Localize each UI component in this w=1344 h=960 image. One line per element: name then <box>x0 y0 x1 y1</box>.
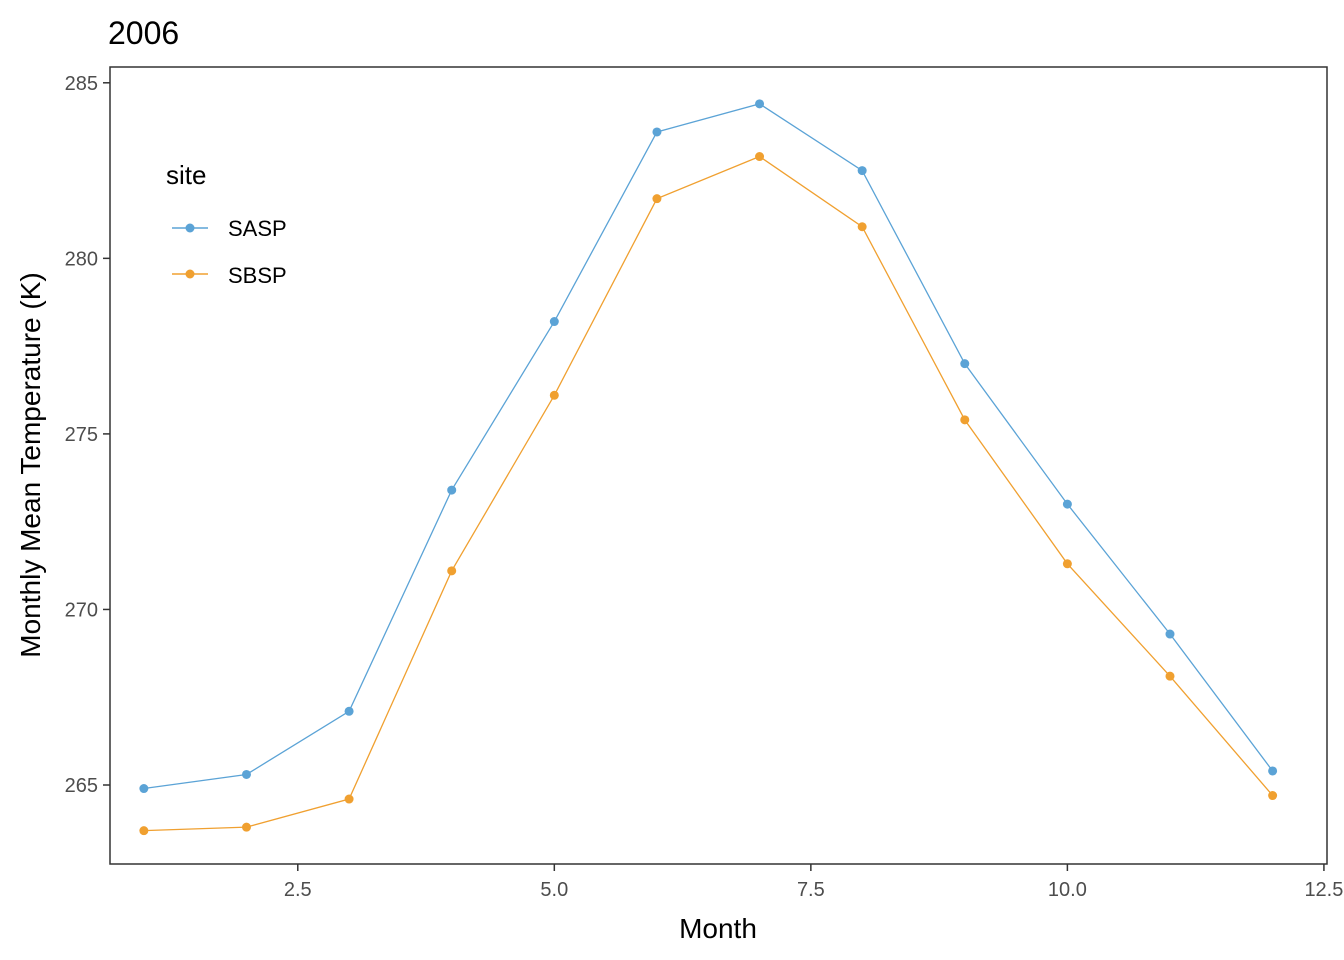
legend-item-sbsp: SBSP <box>172 263 287 288</box>
data-point-sbsp <box>857 222 867 232</box>
y-tick-label: 280 <box>65 248 98 270</box>
data-point-sasp <box>1062 499 1072 509</box>
x-axis-title: Month <box>679 913 757 944</box>
x-tick-label: 7.5 <box>797 879 825 901</box>
plot-panel <box>109 66 1328 865</box>
data-point-sasp <box>960 359 970 369</box>
chart-title: 2006 <box>108 15 179 51</box>
data-point-sasp <box>549 317 559 327</box>
y-axis: 265 270 275 280 285 <box>65 73 110 797</box>
y-tick-label: 285 <box>65 73 98 95</box>
y-tick-label: 270 <box>65 599 98 621</box>
data-point-sbsp <box>960 415 970 425</box>
data-point-sasp <box>241 769 251 779</box>
series-sasp <box>139 99 1278 794</box>
y-axis-title: Monthly Mean Temperature (K) <box>15 272 46 657</box>
series-line-sasp <box>143 103 1274 790</box>
data-point-sasp <box>447 485 457 495</box>
legend-title: site <box>166 160 206 190</box>
data-point-sbsp <box>1165 671 1175 681</box>
x-tick-label: 2.5 <box>284 879 312 901</box>
data-point-sasp <box>1165 629 1175 639</box>
data-point-sasp <box>857 166 867 176</box>
data-point-sbsp <box>652 194 662 204</box>
legend: site SASP SBSP <box>166 160 287 288</box>
data-point-sasp <box>1268 766 1278 776</box>
data-point-sasp <box>344 706 354 716</box>
data-point-sasp <box>755 99 765 109</box>
y-tick-label: 275 <box>65 424 98 446</box>
data-point-sasp <box>652 127 662 137</box>
legend-key-point-sasp <box>185 223 195 233</box>
data-point-sbsp <box>1062 559 1072 569</box>
legend-label-sbsp: SBSP <box>228 263 287 288</box>
legend-label-sasp: SASP <box>228 216 287 241</box>
data-point-sbsp <box>139 826 149 836</box>
data-point-sbsp <box>549 390 559 400</box>
data-point-sbsp <box>241 822 251 832</box>
data-point-sasp <box>139 784 149 794</box>
data-point-sbsp <box>755 152 765 162</box>
series-layer <box>139 99 1278 836</box>
data-point-sbsp <box>344 794 354 804</box>
x-tick-label: 5.0 <box>540 879 568 901</box>
x-tick-label: 10.0 <box>1048 879 1087 901</box>
legend-key-point-sbsp <box>185 269 195 279</box>
series-line-sbsp <box>143 155 1274 832</box>
legend-item-sasp: SASP <box>172 216 287 241</box>
data-point-sbsp <box>1268 791 1278 801</box>
y-tick-label: 265 <box>65 775 98 797</box>
x-tick-label: 12.5 <box>1304 879 1343 901</box>
series-sbsp <box>139 152 1278 836</box>
data-point-sbsp <box>447 566 457 576</box>
x-axis: 2.5 5.0 7.5 10.0 12.5 <box>284 864 1343 901</box>
